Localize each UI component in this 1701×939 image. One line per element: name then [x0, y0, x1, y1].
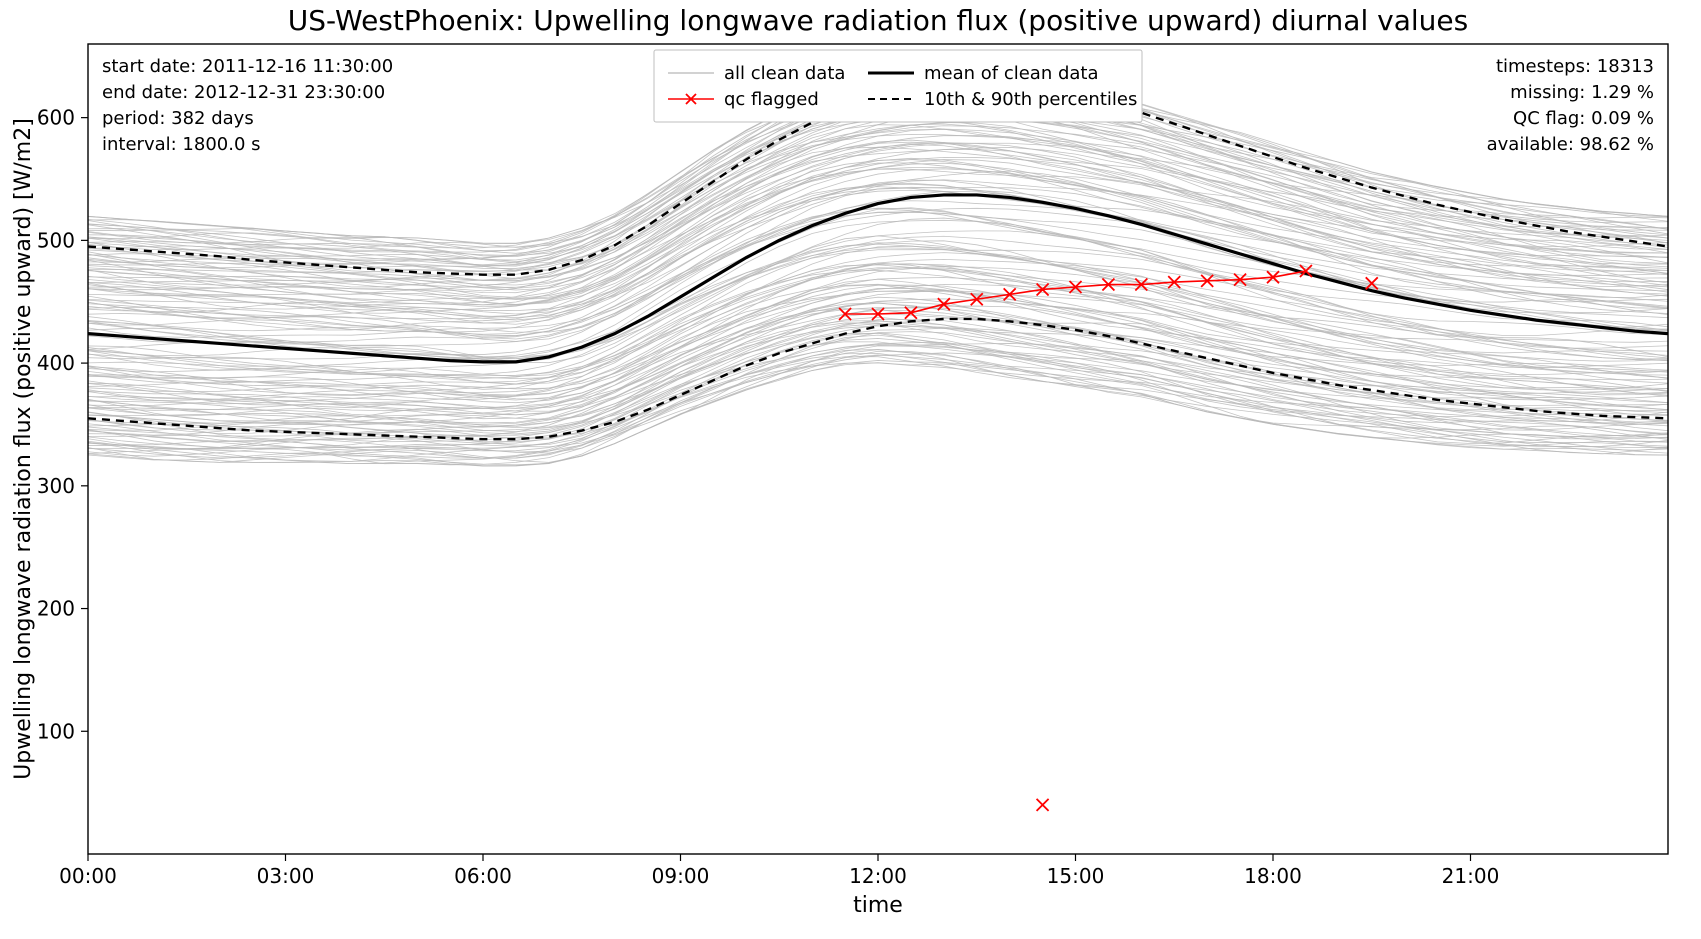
y-axis-label: Upwelling longwave radiation flux (posit…: [11, 118, 36, 780]
x-tick-label: 06:00: [454, 864, 512, 888]
y-tick-label: 100: [37, 719, 75, 743]
annot-left: start date: 2011-12-16 11:30:00: [102, 56, 393, 77]
x-tick-label: 21:00: [1442, 864, 1500, 888]
legend-label: mean of clean data: [924, 63, 1099, 84]
legend: all clean data mean of clean data qc flagg…: [654, 50, 1142, 122]
legend-label: qc flagged: [724, 89, 819, 110]
legend-label: 10th & 90th percentiles: [924, 89, 1137, 110]
x-tick-label: 15:00: [1047, 864, 1105, 888]
x-tick-label: 03:00: [257, 864, 315, 888]
chart-container: 00:00 03:00 06:00 09:00 12:00 15:00 18:00 21:00…: [0, 0, 1701, 939]
x-tick-label: 00:00: [59, 864, 117, 888]
y-tick-label: 400: [37, 351, 75, 375]
legend-box: [654, 50, 1142, 122]
x-tick-label: 12:00: [849, 864, 907, 888]
legend-label: all clean data: [724, 63, 845, 84]
x-tick-label: 09:00: [652, 864, 710, 888]
annot-right: timesteps: 18313: [1496, 56, 1654, 77]
y-tick-label: 200: [37, 597, 75, 621]
chart-title: US-WestPhoenix: Upwelling longwave radia…: [288, 4, 1468, 37]
annot-right: QC flag: 0.09 %: [1513, 108, 1654, 129]
annot-left: period: 382 days: [102, 108, 254, 129]
annot-right: available: 98.62 %: [1487, 134, 1654, 155]
annot-right: missing: 1.29 %: [1510, 82, 1654, 103]
y-tick-label: 500: [37, 228, 75, 252]
x-axis-label: time: [853, 893, 903, 918]
y-tick-label: 300: [37, 474, 75, 498]
y-tick-label: 600: [37, 106, 75, 130]
annot-left: interval: 1800.0 s: [102, 134, 261, 155]
annot-left: end date: 2012-12-31 23:30:00: [102, 82, 385, 103]
chart-svg: 00:00 03:00 06:00 09:00 12:00 15:00 18:00 21:00…: [0, 0, 1701, 939]
x-tick-label: 18:00: [1244, 864, 1302, 888]
